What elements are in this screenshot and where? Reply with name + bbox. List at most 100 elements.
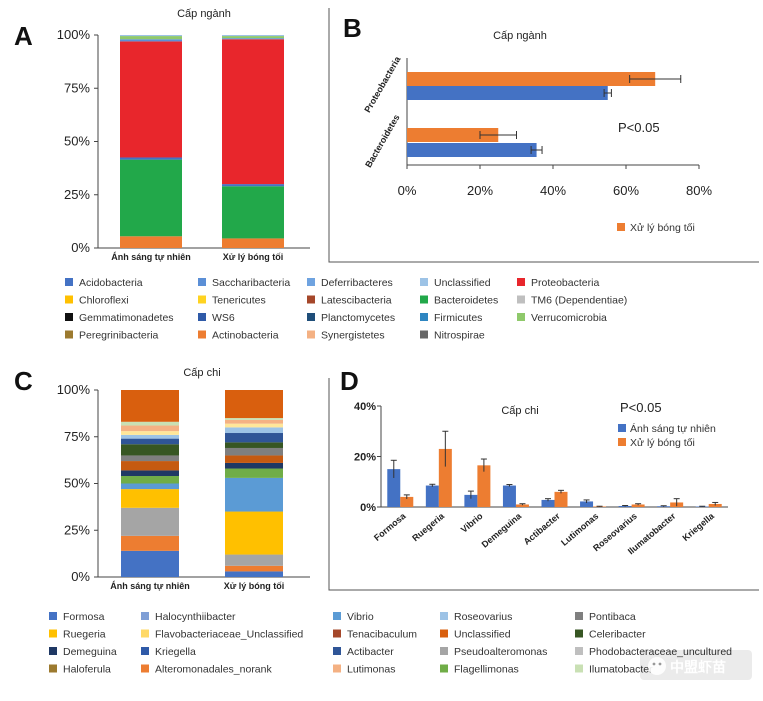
legend-genus-swatch bbox=[141, 664, 149, 673]
chart-a-bar-segment bbox=[222, 238, 284, 248]
chart-c-bar-segment bbox=[225, 565, 283, 572]
legend-phylum-swatch bbox=[65, 313, 73, 321]
legend-genus: Formosa Halocynthiibacter Vibrio Roseovariu… bbox=[49, 611, 732, 676]
chart-c-bar-segment bbox=[121, 455, 179, 462]
chart-b-category-label: Proteobacteria bbox=[362, 54, 403, 114]
chart-b-bar bbox=[407, 128, 499, 142]
chart-c-bar-segment bbox=[225, 390, 283, 419]
chart-c-bar-segment bbox=[225, 511, 283, 555]
chart-d-bar bbox=[425, 485, 439, 507]
legend-phylum-swatch bbox=[420, 295, 428, 304]
chart-d: Cấp chi 0% 20% 40% Formosa Ruegeria VibrioDeme… bbox=[354, 400, 728, 556]
legend-genus-label: Ruegeria bbox=[63, 629, 106, 641]
legend-phylum-label: Saccharibacteria bbox=[212, 277, 290, 289]
chart-b-category-label: Bacteroidetes bbox=[363, 113, 401, 170]
legend-phylum-swatch bbox=[517, 278, 525, 286]
legend-genus-label: Alteromonadales_norank bbox=[155, 664, 272, 676]
legend-genus-swatch bbox=[440, 629, 448, 638]
panel-d-frame bbox=[328, 378, 759, 591]
legend-genus-swatch bbox=[141, 647, 149, 655]
legend-genus-label: Celeribacter bbox=[589, 629, 646, 641]
chart-a-bar-segment bbox=[222, 39, 284, 185]
chart-b-title: Cấp ngành bbox=[493, 30, 547, 42]
legend-phylum-swatch bbox=[517, 313, 525, 321]
legend-genus-swatch bbox=[575, 612, 583, 620]
chart-c-bar-segment bbox=[121, 434, 179, 439]
legend-phylum-swatch bbox=[517, 295, 525, 304]
chart-c-tick-label: 75% bbox=[64, 429, 90, 444]
chart-d-category-label: Vibrio bbox=[459, 511, 485, 535]
chart-a-bar-segment bbox=[120, 41, 182, 158]
chart-a-tick-label: 25% bbox=[64, 187, 90, 202]
legend-phylum-label: Firmicutes bbox=[434, 312, 482, 324]
chart-a-bar-segment bbox=[222, 36, 284, 39]
chart-d-legend-swatch bbox=[618, 438, 626, 446]
legend-phylum-label: Deferribacteres bbox=[321, 277, 393, 289]
legend-genus-label: Phodobacteraceae_uncultured bbox=[589, 646, 732, 658]
legend-genus-swatch bbox=[575, 629, 583, 638]
legend-phylum-swatch bbox=[420, 330, 428, 339]
chart-c-bar-segment bbox=[121, 489, 179, 508]
legend-phylum-label: Acidobacteria bbox=[79, 277, 143, 289]
legend-phylum-label: Latescibacteria bbox=[321, 295, 392, 307]
chart-c-bar-segment bbox=[225, 433, 283, 443]
chart-a-bar-segment bbox=[120, 35, 182, 37]
chart-a-title: Cấp ngành bbox=[177, 8, 231, 20]
chart-c-bar-segment bbox=[225, 571, 283, 577]
panel-letter-d: D bbox=[340, 366, 359, 396]
legend-phylum-swatch bbox=[307, 295, 315, 304]
legend-phylum-swatch bbox=[307, 313, 315, 321]
chart-a-tick-label: 0% bbox=[71, 240, 90, 255]
chart-a-bar-segment bbox=[120, 159, 182, 237]
legend-phylum-swatch bbox=[307, 278, 315, 286]
panel-b-frame bbox=[328, 8, 759, 263]
legend-phylum-label: Peregrinibacteria bbox=[79, 330, 159, 342]
legend-genus-swatch bbox=[440, 647, 448, 655]
chart-d-bar bbox=[515, 504, 529, 507]
legend-genus-label: Haloferula bbox=[63, 664, 111, 676]
chart-a-bar-segment bbox=[222, 184, 284, 187]
legend-phylum-label: Synergistetes bbox=[321, 330, 385, 342]
chart-d-category-label: Actibacter bbox=[522, 511, 563, 547]
chart-c-category-label: Xử lý bóng tối bbox=[224, 581, 285, 591]
wechat-icon bbox=[648, 657, 666, 675]
chart-b-tick-label: 60% bbox=[613, 183, 639, 198]
panel-letter-b: B bbox=[343, 13, 362, 43]
chart-d-legend-swatch bbox=[618, 424, 626, 432]
legend-genus-label: Vibrio bbox=[347, 611, 374, 623]
legend-genus-label: Pseudoalteromonas bbox=[454, 646, 547, 658]
chart-b-legend-swatch bbox=[617, 223, 625, 231]
legend-genus-swatch bbox=[49, 612, 57, 620]
chart-d-tick-label: 0% bbox=[360, 502, 376, 514]
chart-c-tick-label: 50% bbox=[64, 476, 90, 491]
legend-genus-swatch bbox=[440, 664, 448, 673]
chart-d-title: Cấp chi bbox=[501, 405, 538, 417]
legend-phylum-label: Gemmatimonadetes bbox=[79, 312, 174, 324]
legend-genus-label: Lutimonas bbox=[347, 664, 395, 676]
legend-genus-label: Pontibaca bbox=[589, 611, 636, 623]
chart-c-bar-segment bbox=[225, 418, 283, 420]
chart-a-bar-segment bbox=[222, 38, 284, 40]
legend-genus-label: Flagellimonas bbox=[454, 664, 519, 676]
chart-c-bar-segment bbox=[121, 507, 179, 536]
legend-phylum-label: TM6 (Dependentiae) bbox=[531, 295, 627, 307]
chart-d-legend-label: Ánh sáng tự nhiên bbox=[630, 422, 716, 435]
chart-c-bar-segment bbox=[121, 550, 179, 577]
chart-d-bar bbox=[631, 504, 645, 507]
chart-a-bar-segment bbox=[222, 35, 284, 37]
chart-c-bar-segment bbox=[121, 461, 179, 471]
chart-c-title: Cấp chi bbox=[183, 367, 220, 379]
chart-a-bar-segment bbox=[120, 36, 182, 40]
legend-genus-swatch bbox=[49, 647, 57, 655]
chart-c-bar-segment bbox=[121, 444, 179, 456]
legend-phylum-swatch bbox=[198, 295, 206, 304]
chart-c-bar-segment bbox=[225, 419, 283, 424]
legend-phylum-label: Planctomycetes bbox=[321, 312, 395, 324]
legend-genus-label: Demeguina bbox=[63, 646, 117, 658]
chart-b-legend-label: Xử lý bóng tối bbox=[630, 222, 695, 234]
chart-d-category-label: Formosa bbox=[372, 510, 408, 543]
legend-genus-swatch bbox=[333, 664, 341, 673]
legend-phylum-swatch bbox=[307, 330, 315, 339]
chart-a-bar-segment bbox=[120, 157, 182, 160]
